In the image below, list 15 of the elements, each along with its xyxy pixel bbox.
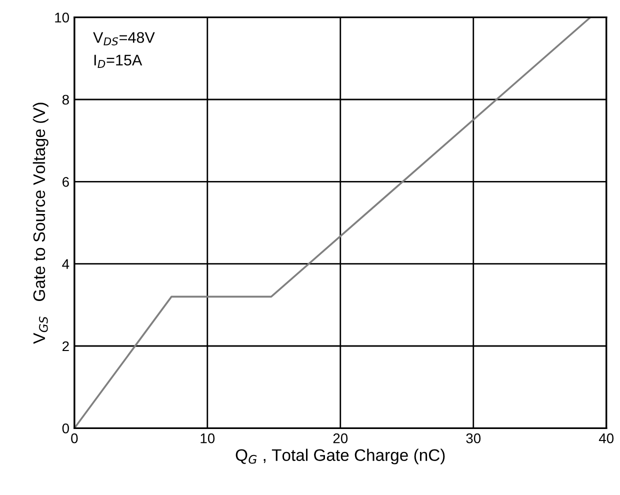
- y-tick-label: 2: [62, 341, 69, 352]
- y-tick-label: 4: [62, 259, 70, 269]
- x-tick-label: 0: [71, 433, 78, 444]
- x-tick-label: 40: [598, 433, 614, 444]
- y-tick-label: 0: [62, 424, 69, 434]
- y-tick-label: 6: [62, 177, 69, 187]
- x-tick-label: 20: [333, 433, 348, 444]
- y-tick-label: 8: [62, 94, 69, 105]
- x-axis-title: Q$_{G}$ , Total Gate Charge (nC): [236, 448, 445, 464]
- y-tick-label: 10: [55, 12, 69, 22]
- x-tick-label: 10: [200, 433, 215, 444]
- annotation: V$_{DS}$=48V: [93, 32, 155, 46]
- annotation: I$_{D}$=15A: [94, 54, 142, 68]
- x-tick-label: 30: [466, 433, 481, 444]
- text: V$_{GS}$ Gate to Source Voltage (V): [32, 102, 48, 344]
